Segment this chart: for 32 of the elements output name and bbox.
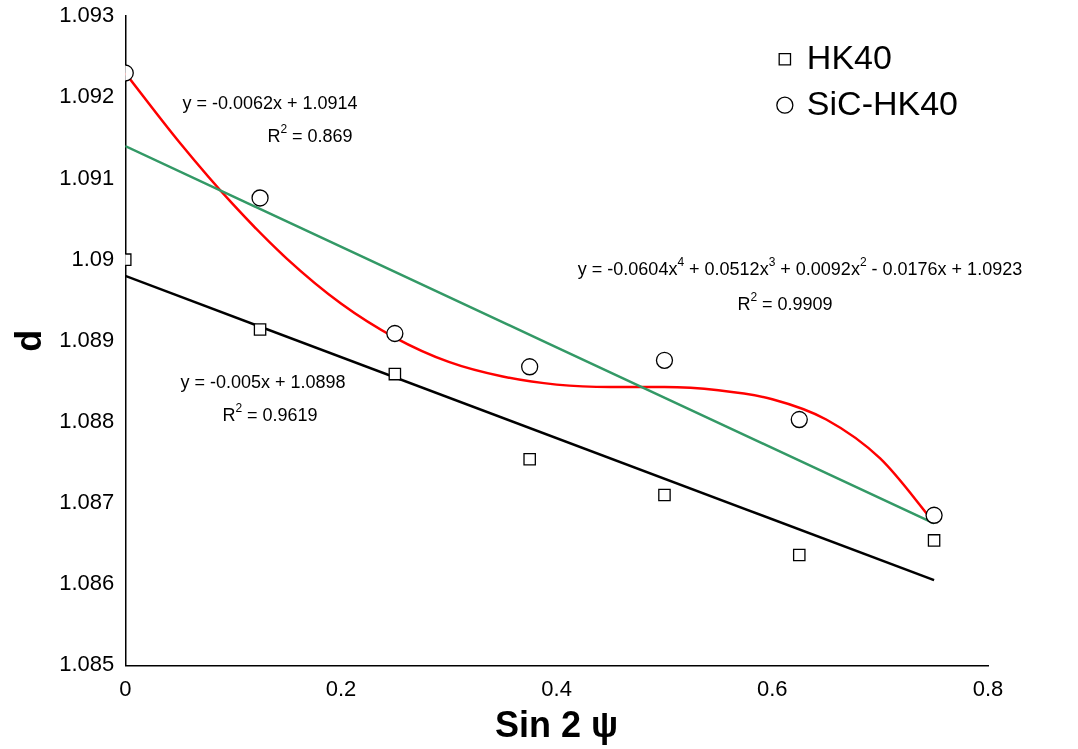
point (925, 506, 943, 524)
x-tick-label: 0 (119, 675, 132, 701)
point (253, 323, 267, 336)
y-tick-label: 1.086 (59, 570, 115, 596)
x-tick-label: 0.2 (325, 675, 357, 701)
point (655, 351, 674, 369)
y-tick-label: 1.09 (71, 245, 115, 271)
annotation: y = -0.0062x + 1.0914 (182, 92, 358, 113)
point (521, 358, 539, 376)
x-tick-label: 0.4 (541, 675, 572, 701)
annotation: y = -0.005x + 1.0898 (180, 371, 346, 392)
y-tick-label: 1.088 (59, 408, 115, 434)
point (658, 488, 671, 502)
point (388, 367, 402, 381)
point (386, 324, 404, 343)
point (927, 534, 941, 547)
point (790, 410, 808, 429)
y-tick-label: 1.087 (59, 489, 115, 515)
point (792, 548, 806, 562)
y-axis-title: d (7, 329, 49, 352)
y-tick-label: 1.093 (59, 2, 115, 28)
x-tick-label: 0.8 (972, 675, 1004, 701)
x-tick-label: 0.6 (757, 675, 788, 701)
legend-label: SiC-HK40 (806, 83, 959, 122)
y-tick-label: 1.092 (59, 83, 115, 109)
legend-label: HK40 (806, 37, 892, 76)
y-tick-label: 1.085 (59, 651, 115, 677)
y-tick-label: 1.091 (59, 164, 115, 190)
y-tick-label: 1.089 (59, 326, 115, 352)
point (523, 452, 536, 466)
x-axis-title: Sin 2 ψ (495, 704, 619, 746)
point (251, 189, 269, 207)
